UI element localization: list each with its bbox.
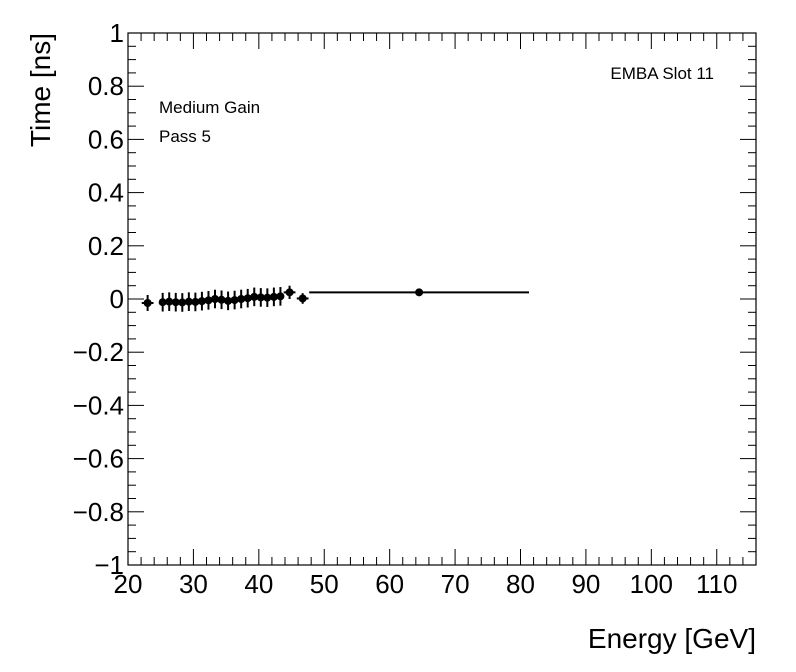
x-tick-label: 50	[310, 569, 339, 599]
data-marker	[211, 295, 220, 303]
data-marker	[243, 294, 252, 303]
y-tick-label: −0.4	[73, 390, 124, 420]
data-point	[269, 287, 278, 307]
data-marker	[165, 297, 174, 306]
data-marker	[237, 295, 246, 303]
y-tick-label: 0.4	[88, 178, 124, 208]
y-axis-title: Time [ns]	[25, 33, 56, 147]
x-tick-label: 20	[114, 569, 143, 599]
y-tick-label: 0.8	[88, 71, 124, 101]
data-point	[204, 291, 213, 310]
x-tick-label: 40	[244, 569, 273, 599]
x-tick-label: 60	[375, 569, 404, 599]
data-point	[276, 287, 285, 306]
data-marker	[184, 297, 193, 306]
data-point	[230, 290, 239, 310]
slot-annotation: EMBA Slot 11	[610, 64, 714, 83]
data-point	[224, 291, 233, 311]
data-point	[197, 291, 206, 311]
data-point	[165, 292, 174, 311]
x-axis-title: Energy [GeV]	[588, 623, 756, 654]
data-marker	[158, 298, 167, 307]
pass-annotation: Pass 5	[159, 127, 211, 146]
data-point	[237, 289, 246, 309]
data-points	[141, 285, 530, 312]
x-tick-label: 100	[630, 569, 673, 599]
data-marker	[204, 296, 213, 305]
data-point	[141, 295, 154, 311]
y-tick-label: −0.6	[73, 444, 124, 474]
data-marker	[178, 298, 187, 307]
y-tick-label: −1	[94, 550, 124, 580]
data-point	[217, 290, 226, 310]
data-marker	[224, 296, 233, 305]
data-marker	[415, 288, 424, 297]
x-tick-label: 90	[571, 569, 600, 599]
data-point	[296, 293, 309, 304]
data-point	[178, 293, 187, 312]
data-marker	[285, 288, 294, 297]
data-point	[283, 285, 296, 299]
x-tick-labels: 20 30 40 50 60 70 80 90 100 110	[114, 569, 738, 599]
data-marker	[171, 298, 180, 307]
data-point	[191, 292, 200, 312]
data-point	[184, 292, 193, 311]
y-tick-label: 0.6	[88, 124, 124, 154]
data-point	[256, 288, 265, 307]
y-tick-label: −0.2	[73, 337, 124, 367]
x-tick-label: 80	[506, 569, 535, 599]
y-tick-label: 0	[110, 284, 124, 314]
y-tick-label: 0.2	[88, 231, 124, 261]
data-point	[171, 292, 180, 312]
data-point	[309, 288, 530, 297]
y-tick-label: 1	[110, 18, 124, 48]
data-marker	[250, 292, 259, 301]
data-point	[243, 288, 252, 308]
data-point	[158, 292, 167, 312]
data-marker	[269, 292, 278, 301]
data-marker	[256, 293, 265, 302]
y-tick-label: −0.8	[73, 497, 124, 527]
x-tick-label: 110	[696, 569, 737, 599]
data-marker	[263, 293, 272, 302]
data-point	[263, 288, 272, 307]
data-point	[211, 289, 220, 309]
data-marker	[276, 292, 285, 301]
data-marker	[217, 295, 226, 304]
axis-ticks	[127, 32, 757, 566]
data-marker	[230, 296, 239, 305]
data-marker	[191, 297, 200, 306]
x-tick-label: 70	[441, 569, 470, 599]
gain-annotation: Medium Gain	[159, 98, 260, 117]
data-marker	[298, 294, 307, 303]
data-point	[250, 287, 259, 307]
data-marker	[197, 297, 206, 306]
data-marker	[143, 298, 152, 307]
x-tick-label: 30	[179, 569, 208, 599]
y-tick-labels: −1 −0.8 −0.6 −0.4 −0.2 0 0.2 0.4 0.6 0.8 1	[73, 18, 124, 580]
